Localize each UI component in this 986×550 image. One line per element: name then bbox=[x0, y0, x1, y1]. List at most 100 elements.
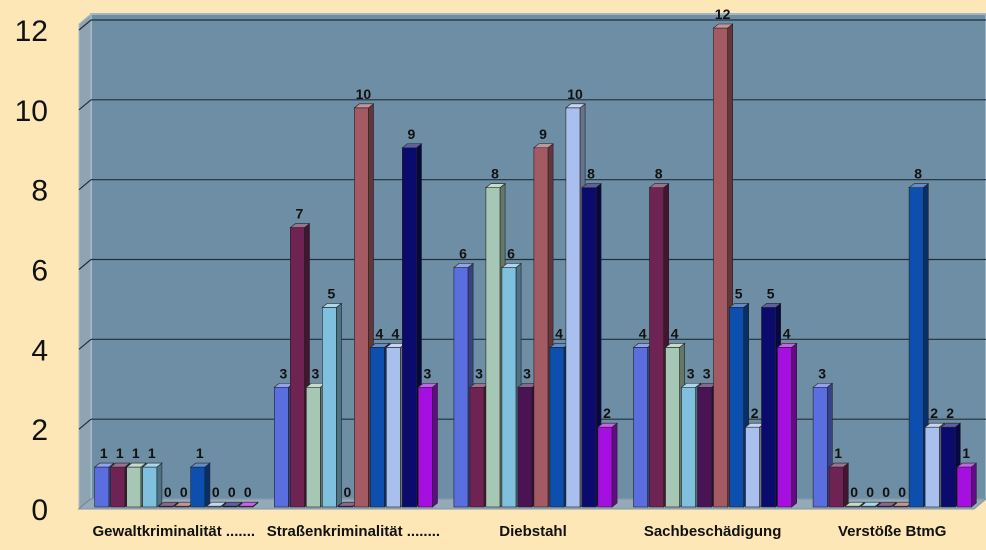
bar bbox=[549, 347, 565, 508]
bar bbox=[924, 426, 940, 508]
bar-value-label: 5 bbox=[328, 285, 336, 301]
bar-side bbox=[204, 462, 211, 508]
bar-value-label: 1 bbox=[100, 445, 108, 461]
bar-top bbox=[956, 462, 978, 468]
x-category-label: Gewaltkriminalität ....... bbox=[93, 523, 256, 540]
bar bbox=[681, 386, 696, 508]
bar bbox=[565, 107, 581, 508]
bar-value-label: 2 bbox=[946, 405, 954, 421]
bar-value-label: 10 bbox=[567, 86, 583, 102]
bar-top bbox=[728, 303, 750, 308]
bar-value-label: 10 bbox=[356, 86, 372, 102]
bar bbox=[417, 386, 433, 508]
bar-top bbox=[417, 382, 439, 388]
bar bbox=[501, 267, 517, 508]
bar-value-label: 3 bbox=[523, 365, 531, 381]
bar bbox=[665, 347, 680, 508]
bar-top bbox=[924, 422, 946, 428]
bar-top bbox=[157, 501, 179, 507]
bar-top bbox=[533, 143, 554, 149]
bar bbox=[940, 426, 956, 508]
bar-top bbox=[141, 462, 163, 468]
bar-value-label: 0 bbox=[850, 484, 858, 500]
bar bbox=[353, 107, 369, 508]
bar-value-label: 1 bbox=[834, 445, 842, 461]
bar bbox=[729, 307, 744, 508]
bar-value-label: 0 bbox=[212, 484, 220, 500]
bar-top bbox=[680, 382, 702, 388]
bar-value-label: 1 bbox=[116, 445, 124, 461]
bar-value-label: 2 bbox=[603, 405, 611, 421]
bar-side bbox=[156, 462, 163, 508]
bar-value-label: 9 bbox=[539, 126, 547, 142]
y-tick-label: 4 bbox=[31, 334, 48, 367]
bar-top bbox=[648, 183, 670, 188]
bar-value-label: 3 bbox=[424, 365, 432, 381]
bar-top bbox=[369, 343, 391, 348]
bar bbox=[469, 386, 485, 508]
bar bbox=[956, 466, 972, 508]
bar bbox=[321, 307, 337, 508]
bar-value-label: 1 bbox=[962, 445, 970, 461]
bar bbox=[273, 386, 289, 508]
bar-top bbox=[109, 462, 131, 468]
bar-value-label: 3 bbox=[687, 365, 695, 381]
bar-value-label: 0 bbox=[882, 484, 890, 500]
bar-side bbox=[611, 422, 618, 508]
bar-value-label: 2 bbox=[751, 405, 759, 421]
bar-value-label: 0 bbox=[180, 484, 188, 500]
bar-top bbox=[812, 382, 834, 388]
bar bbox=[453, 267, 469, 508]
bar bbox=[385, 347, 401, 508]
y-tick-label: 2 bbox=[31, 414, 48, 447]
bar-top bbox=[828, 462, 850, 468]
bar-value-label: 0 bbox=[344, 484, 352, 500]
bar bbox=[633, 347, 648, 508]
bar bbox=[94, 466, 110, 508]
bar-side bbox=[432, 382, 438, 508]
bar bbox=[142, 466, 158, 508]
x-category-label: Verstöße BtmG bbox=[838, 523, 946, 540]
bar bbox=[713, 27, 728, 508]
x-category-label: Sachbeschädigung bbox=[644, 523, 782, 540]
bar-value-label: 3 bbox=[312, 365, 320, 381]
bar-top bbox=[940, 422, 962, 428]
gridline-side bbox=[78, 259, 92, 270]
bar-value-label: 3 bbox=[818, 365, 826, 381]
bar bbox=[126, 466, 142, 508]
y-tick-label: 12 bbox=[15, 15, 48, 48]
bar-value-label: 1 bbox=[132, 445, 140, 461]
bar-top bbox=[908, 183, 930, 188]
bar-value-label: 8 bbox=[587, 166, 595, 182]
bar bbox=[190, 466, 206, 508]
bar bbox=[369, 347, 385, 508]
bar-value-label: 6 bbox=[459, 246, 467, 262]
bar-value-label: 0 bbox=[244, 484, 252, 500]
y-tick-label: 0 bbox=[31, 494, 48, 527]
bar-top bbox=[205, 501, 227, 507]
bar-value-label: 3 bbox=[280, 365, 288, 381]
bar-value-label: 4 bbox=[783, 325, 791, 341]
bar bbox=[908, 187, 924, 508]
bar-top bbox=[597, 422, 618, 428]
bar-value-label: 5 bbox=[767, 285, 775, 301]
bar-top bbox=[353, 103, 375, 109]
bar-value-label: 4 bbox=[376, 325, 384, 341]
bar bbox=[533, 147, 549, 508]
bar bbox=[401, 147, 417, 508]
bar-top bbox=[453, 263, 474, 268]
bar-top bbox=[860, 501, 882, 507]
x-category-label: Straßenkriminalität ........ bbox=[267, 523, 440, 540]
bar-top bbox=[289, 223, 311, 228]
bar-top bbox=[876, 501, 898, 507]
bar-top bbox=[401, 143, 423, 149]
x-category-label: Diebstahl bbox=[499, 523, 567, 540]
bar bbox=[581, 187, 597, 508]
bar bbox=[517, 386, 533, 508]
bar bbox=[649, 187, 664, 508]
bar-value-label: 5 bbox=[735, 285, 743, 301]
bar bbox=[485, 187, 501, 508]
bar bbox=[697, 386, 712, 508]
gridline-side bbox=[78, 338, 92, 350]
